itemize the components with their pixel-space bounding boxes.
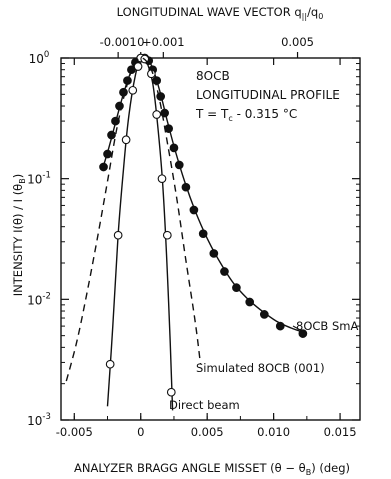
x-tick-label: 0.015 bbox=[324, 425, 357, 439]
x-tick-label: -0.005 bbox=[56, 425, 93, 439]
plot-border bbox=[60, 57, 361, 421]
data-point-filled bbox=[169, 143, 179, 153]
data-point-filled bbox=[181, 182, 191, 192]
series-label-8ocb-sma: 8OCB SmA bbox=[296, 319, 358, 333]
data-point-open bbox=[113, 230, 123, 240]
data-point-filled bbox=[189, 205, 199, 215]
y-axis-title: INTENSITY I(θ) / I (θB) bbox=[11, 174, 27, 296]
data-point-open bbox=[121, 135, 131, 145]
x-tick-label: 0.010 bbox=[257, 425, 290, 439]
x-tick-label: 0.005 bbox=[191, 425, 224, 439]
top-axis-title: LONGITUDINAL WAVE VECTOR q||/q0 bbox=[117, 5, 324, 21]
data-point-filled bbox=[119, 87, 128, 97]
data-point-open bbox=[133, 62, 143, 71]
x-tick-label: 0 bbox=[137, 425, 144, 439]
data-point-open bbox=[152, 110, 162, 119]
y-tick-label: 10-3 bbox=[27, 412, 51, 428]
annotation-profile: LONGITUDINAL PROFILE bbox=[196, 88, 340, 102]
series-2 bbox=[65, 57, 202, 382]
annotation-temperature: T = Tc - 0.315 °C bbox=[195, 107, 297, 123]
plot-frame bbox=[60, 57, 361, 421]
data-point-filled bbox=[232, 283, 241, 292]
data-point-filled bbox=[107, 130, 116, 140]
data-point-filled bbox=[99, 162, 108, 172]
x-axis-title: ANALYZER BRAGG ANGLE MISSET (θ − θB) (de… bbox=[74, 461, 350, 477]
series-label-simulated: Simulated 8OCB (001) bbox=[196, 361, 325, 375]
axis-ticks: -0.005 0 0.005 0.010 0.015-0.001 0+0.001 0.005… bbox=[27, 35, 360, 439]
data-point-open bbox=[157, 174, 167, 184]
y-tick-label: 10-1 bbox=[27, 171, 51, 187]
data-point-open bbox=[105, 359, 115, 369]
top-tick-label: +0.001 bbox=[142, 35, 185, 49]
data-point-filled bbox=[209, 249, 219, 258]
data-point-open bbox=[166, 387, 176, 397]
top-tick-label: -0.001 bbox=[100, 35, 137, 49]
simulated-dashed-curve bbox=[65, 57, 202, 382]
data-point-filled bbox=[103, 149, 112, 159]
data-point-filled bbox=[245, 297, 255, 307]
data-point-filled bbox=[275, 321, 285, 331]
y-tick-label: 10-2 bbox=[27, 291, 51, 307]
annotation-sample: 8OCB bbox=[196, 69, 230, 83]
series-label-direct-beam: Direct beam bbox=[169, 398, 240, 412]
sma-label-leader bbox=[292, 325, 308, 335]
data-point-filled bbox=[174, 160, 184, 170]
data-point-filled bbox=[111, 116, 120, 126]
data-point-open bbox=[162, 230, 172, 240]
data-point-open bbox=[128, 85, 138, 95]
series-layer bbox=[65, 53, 308, 411]
data-point-filled bbox=[220, 267, 229, 276]
data-point-filled bbox=[152, 76, 162, 85]
top-tick-label: 0 bbox=[137, 35, 144, 49]
top-tick-label: 0.005 bbox=[281, 35, 314, 49]
data-point-filled bbox=[259, 310, 269, 319]
y-tick-label: 100 bbox=[29, 50, 50, 66]
data-point-filled bbox=[198, 229, 208, 239]
